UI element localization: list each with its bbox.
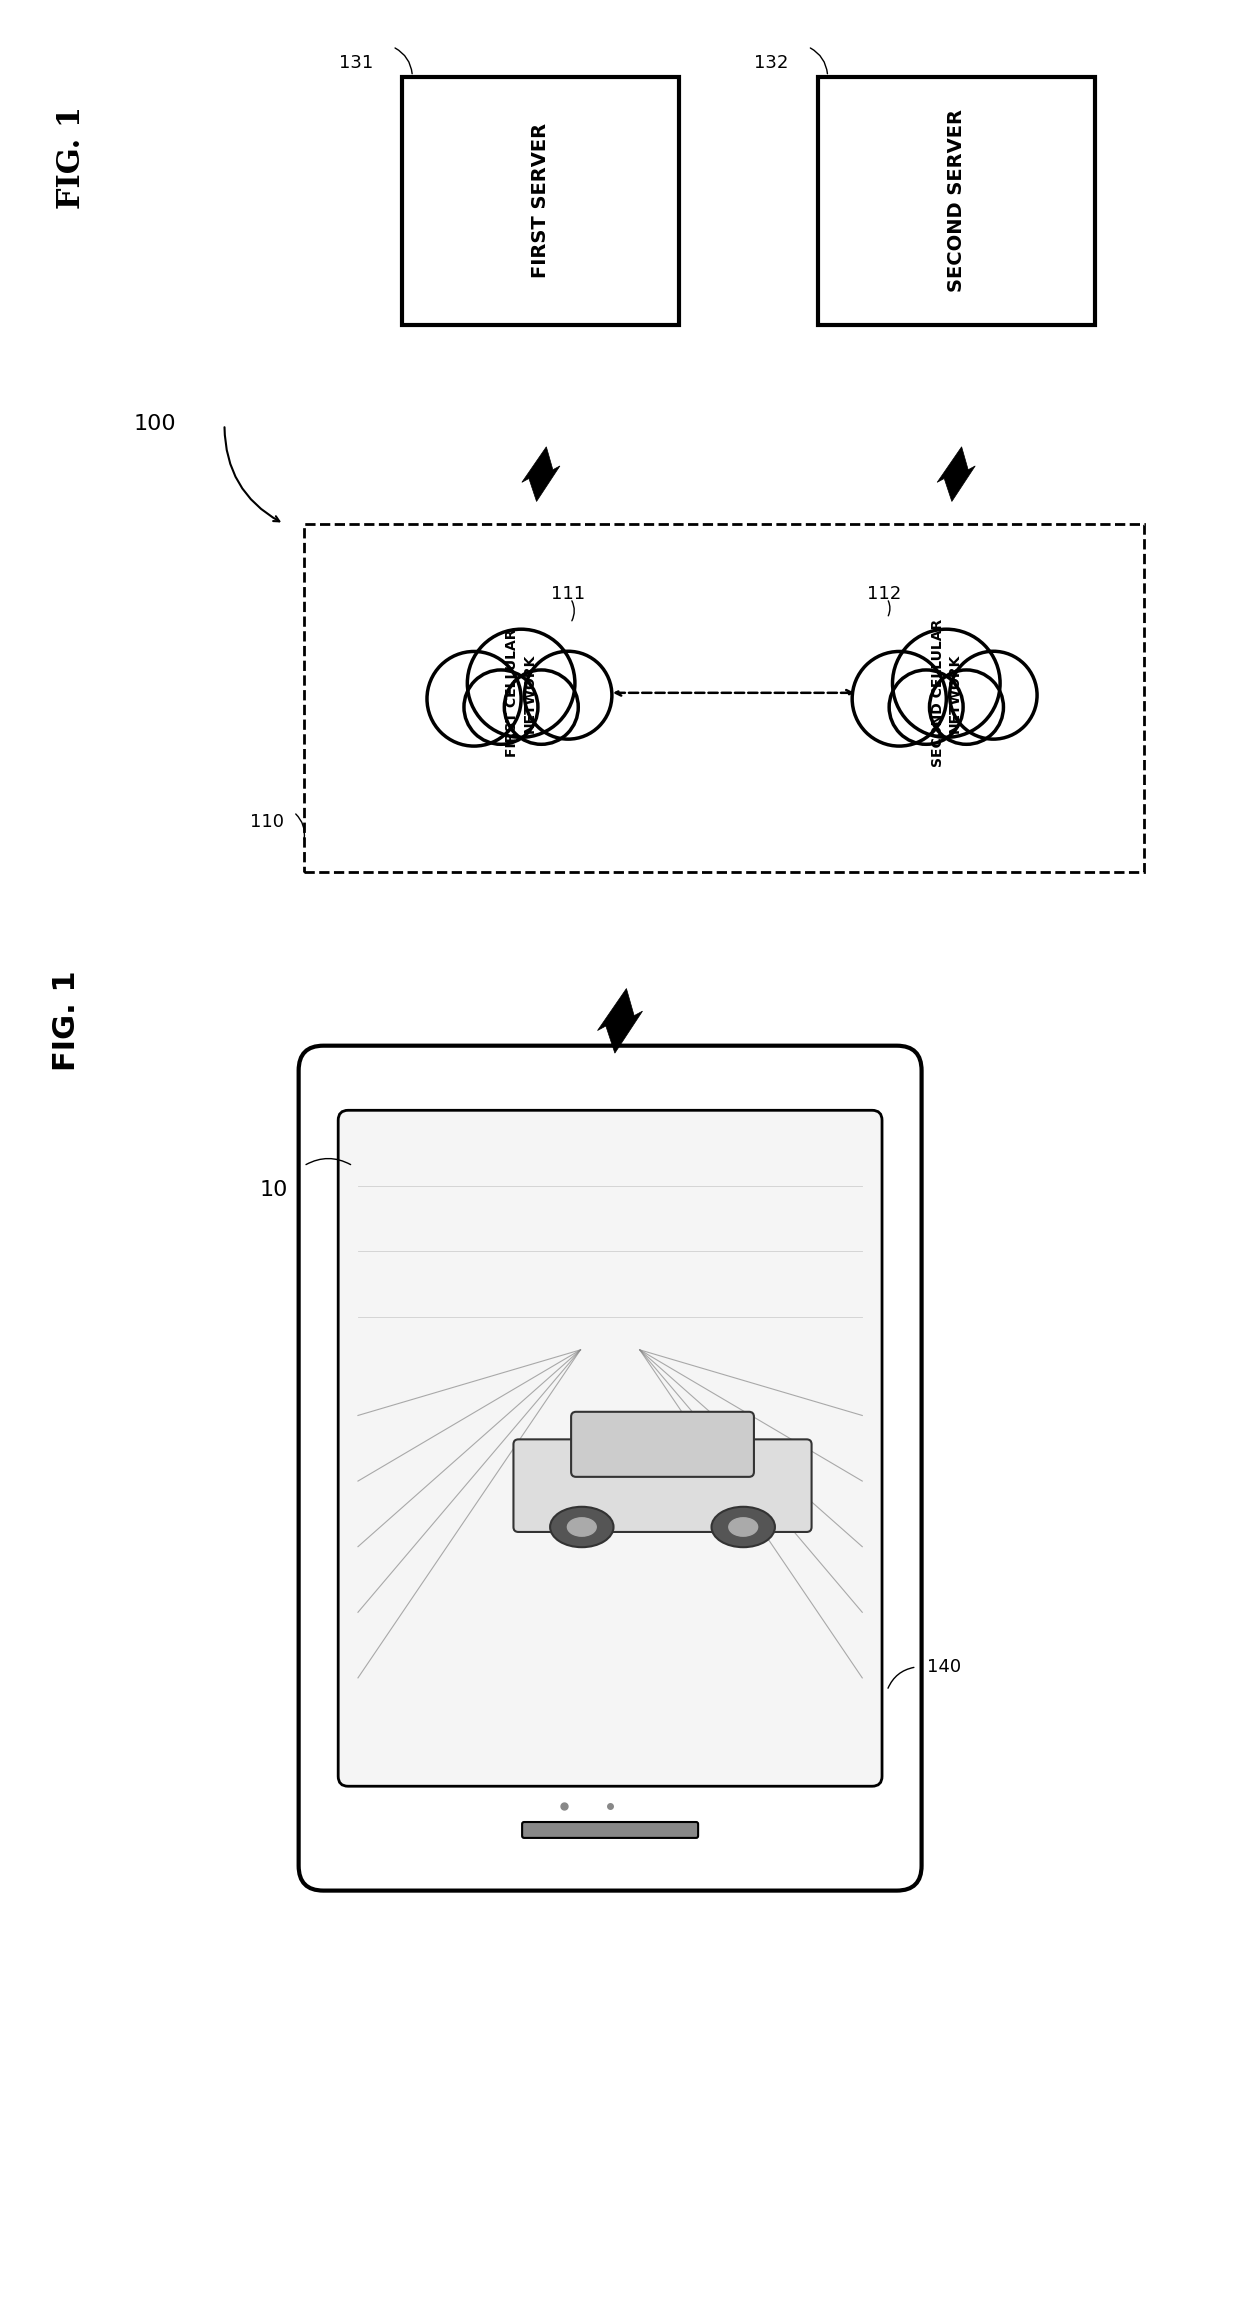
Text: FIG. 1: FIG. 1 [56, 107, 87, 209]
Text: FIRST SERVER: FIRST SERVER [532, 123, 551, 278]
Circle shape [464, 670, 538, 745]
Ellipse shape [551, 1506, 614, 1547]
Ellipse shape [712, 1506, 775, 1547]
Text: 131: 131 [339, 53, 373, 72]
FancyBboxPatch shape [522, 1821, 698, 1837]
Circle shape [893, 629, 1001, 738]
Circle shape [852, 652, 946, 747]
Circle shape [427, 652, 521, 747]
Text: 112: 112 [867, 585, 901, 603]
Ellipse shape [568, 1517, 596, 1536]
Circle shape [505, 670, 578, 745]
Text: 100: 100 [134, 415, 176, 434]
Circle shape [950, 652, 1037, 740]
Polygon shape [522, 448, 560, 501]
Text: 10: 10 [259, 1181, 288, 1199]
FancyBboxPatch shape [572, 1413, 754, 1478]
Text: 132: 132 [754, 53, 789, 72]
Text: FIRST CELLULAR
NETWORK: FIRST CELLULAR NETWORK [506, 629, 537, 756]
Text: SECOND SERVER: SECOND SERVER [946, 109, 966, 292]
FancyBboxPatch shape [299, 1046, 921, 1891]
FancyBboxPatch shape [513, 1438, 811, 1531]
Polygon shape [598, 988, 642, 1053]
Circle shape [889, 670, 963, 745]
FancyBboxPatch shape [817, 77, 1095, 325]
Circle shape [525, 652, 611, 740]
Text: 111: 111 [551, 585, 585, 603]
FancyBboxPatch shape [339, 1111, 882, 1786]
Text: 110: 110 [249, 812, 284, 831]
Text: SECOND CELLULAR
NETWORK: SECOND CELLULAR NETWORK [931, 619, 962, 768]
Circle shape [467, 629, 575, 738]
Polygon shape [937, 448, 975, 501]
Circle shape [930, 670, 1003, 745]
Text: 140: 140 [926, 1659, 961, 1675]
Ellipse shape [729, 1517, 758, 1536]
Text: FIG. 1: FIG. 1 [52, 970, 81, 1072]
FancyBboxPatch shape [403, 77, 680, 325]
